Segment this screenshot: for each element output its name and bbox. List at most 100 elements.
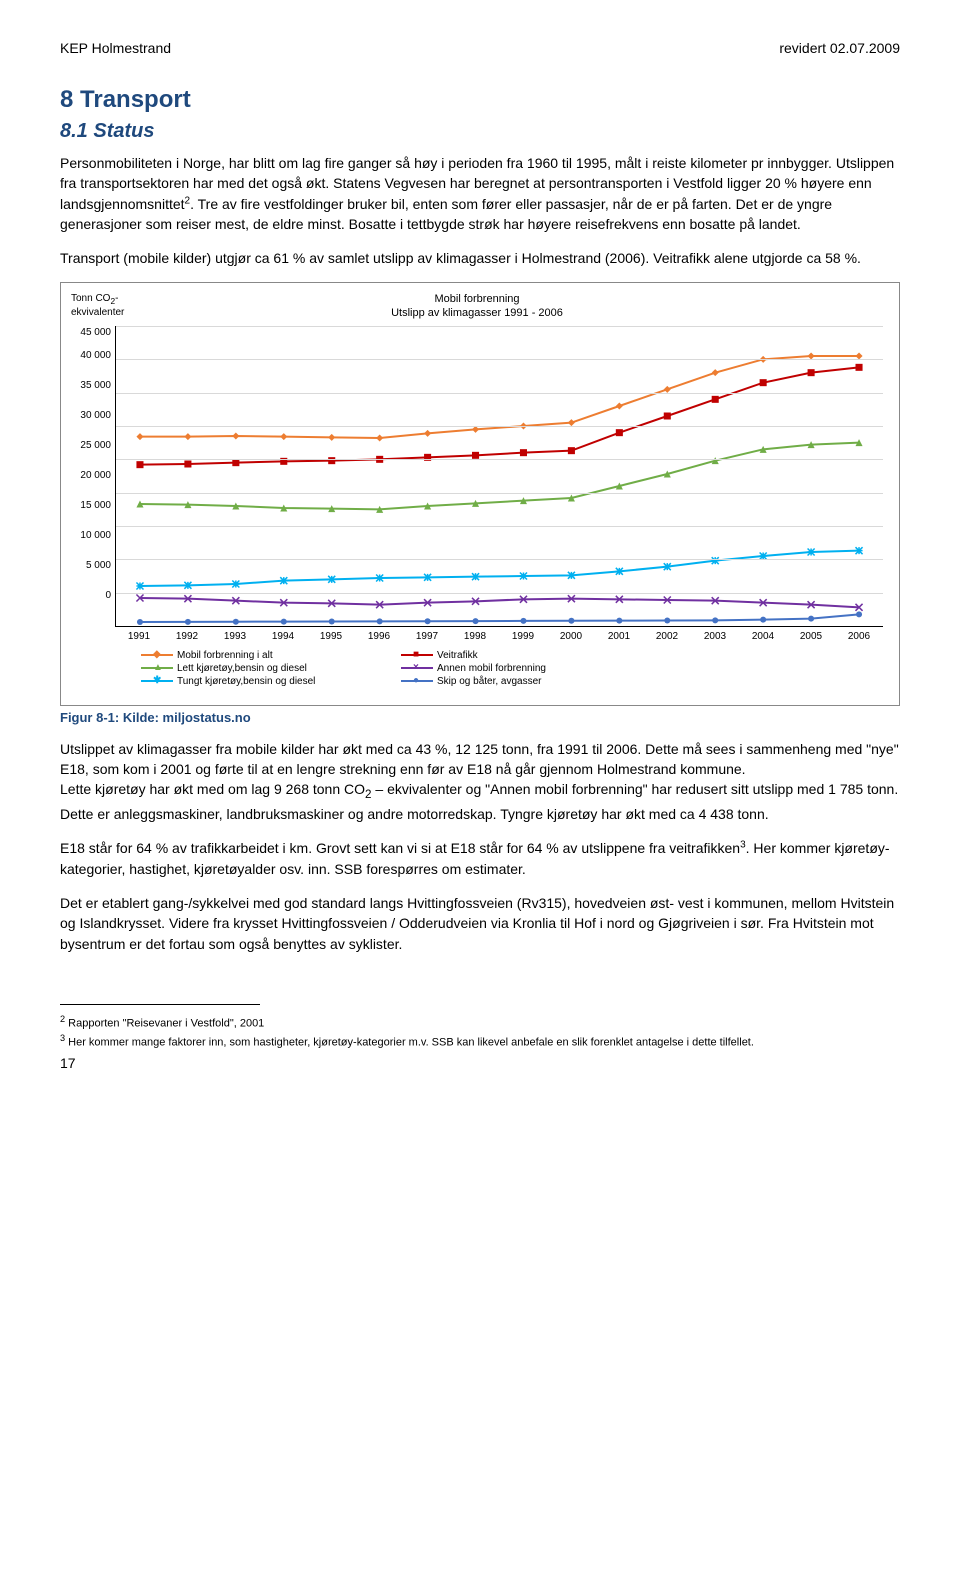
series-marker	[184, 460, 191, 467]
y-tick: 5 000	[71, 551, 115, 581]
legend-marker: ×	[401, 663, 433, 673]
header-left: KEP Holmestrand	[60, 40, 171, 56]
series-marker	[185, 619, 191, 625]
series-marker	[855, 547, 862, 554]
series-marker	[328, 434, 335, 441]
x-tick: 1996	[355, 631, 403, 642]
series-marker	[712, 617, 718, 623]
legend-symbol-icon: ■	[413, 649, 419, 660]
series-marker	[808, 369, 815, 376]
series-marker	[328, 576, 335, 583]
series-marker	[760, 379, 767, 386]
series-marker	[808, 616, 814, 622]
series-marker	[472, 452, 479, 459]
series-marker	[568, 618, 574, 624]
series-marker	[281, 618, 287, 624]
series-marker	[473, 618, 479, 624]
legend-marker: ●	[401, 676, 433, 686]
legend-symbol-icon: ✱	[153, 675, 161, 686]
page-header: KEP Holmestrand revidert 02.07.2009	[60, 40, 900, 56]
series-line	[140, 443, 859, 510]
paragraph-2: Transport (mobile kilder) utgjør ca 61 %…	[60, 248, 900, 268]
page-number: 17	[60, 1055, 900, 1071]
paragraph-1: Personmobiliteten i Norge, har blitt om …	[60, 153, 900, 234]
series-marker	[425, 618, 431, 624]
x-tick: 1992	[163, 631, 211, 642]
y-tick: 35 000	[71, 371, 115, 401]
footnote-2: 2 Rapporten "Reisevaner i Vestfold", 200…	[60, 1013, 900, 1032]
fn2-text: Rapporten "Reisevaner i Vestfold", 2001	[65, 1018, 264, 1030]
x-tick: 1994	[259, 631, 307, 642]
figure-caption: Figur 8-1: Kilde: miljostatus.no	[60, 710, 900, 725]
legend-marker: ■	[401, 650, 433, 660]
y-tick-column: 45 00040 00035 00030 00025 00020 00015 0…	[71, 326, 115, 627]
paragraph-4: E18 står for 64 % av trafikkarbeidet i k…	[60, 838, 900, 879]
y-tick: 40 000	[71, 341, 115, 371]
legend-symbol-icon: ◆	[153, 649, 161, 660]
legend-label: Tungt kjøretøy,bensin og diesel	[177, 676, 315, 687]
grid-line	[116, 393, 883, 394]
series-marker	[136, 461, 143, 468]
x-tick: 2004	[739, 631, 787, 642]
legend-item: ◆ Mobil forbrenning i alt	[141, 650, 361, 661]
section-title: 8 Transport	[60, 86, 900, 114]
series-marker	[136, 582, 143, 589]
series-marker	[520, 618, 526, 624]
series-marker	[855, 364, 862, 371]
series-marker	[376, 434, 383, 441]
legend-marker: ▲	[141, 663, 173, 673]
series-marker	[472, 573, 479, 580]
paragraph-5: Det er etablert gang-/sykkelvei med god …	[60, 893, 900, 954]
x-tick: 1999	[499, 631, 547, 642]
series-marker	[377, 618, 383, 624]
subsection-title: 8.1 Status	[60, 120, 900, 143]
x-tick: 1997	[403, 631, 451, 642]
yaxis-tail: -	[115, 293, 118, 304]
x-tick: 1991	[115, 631, 163, 642]
fn3-text: Her kommer mange faktorer inn, som hasti…	[65, 1037, 754, 1049]
series-line	[140, 551, 859, 586]
para3-text: Utslippet av klimagasser fra mobile kild…	[60, 741, 899, 777]
x-tick: 2001	[595, 631, 643, 642]
legend-marker: ✱	[141, 676, 173, 686]
series-line	[140, 598, 859, 607]
legend-symbol-icon: ●	[413, 675, 419, 686]
grid-line	[116, 359, 883, 360]
chart-legend: ◆Mobil forbrenning i alt■Veitrafikk▲Lett…	[141, 650, 883, 689]
para4-text: E18 står for 64 % av trafikkarbeidet i k…	[60, 840, 740, 856]
chart-title-l2: Utslipp av klimagasser 1991 - 2006	[391, 307, 563, 319]
header-right: revidert 02.07.2009	[779, 40, 900, 56]
series-marker	[520, 572, 527, 579]
yaxis-l2: ekvivalenter	[71, 307, 124, 318]
footnote-separator	[60, 1004, 260, 1005]
series-marker	[664, 412, 671, 419]
legend-marker: ◆	[141, 650, 173, 660]
series-marker	[184, 433, 191, 440]
series-line	[140, 614, 859, 622]
legend-item: ●Skip og båter, avgasser	[401, 676, 621, 687]
series-marker	[329, 618, 335, 624]
document-page: KEP Holmestrand revidert 02.07.2009 8 Tr…	[0, 0, 960, 1111]
chart-svg	[116, 326, 883, 626]
x-tick-row: 1991199219931994199519961997199819992000…	[115, 627, 883, 642]
series-marker	[136, 433, 143, 440]
y-tick: 25 000	[71, 431, 115, 461]
series-marker	[616, 402, 623, 409]
series-marker	[424, 574, 431, 581]
y-tick: 10 000	[71, 521, 115, 551]
paragraph-3: Utslippet av klimagasser fra mobile kild…	[60, 739, 900, 825]
para3b-text: Lette kjøretøy har økt med om lag 9 268 …	[60, 781, 365, 797]
grid-line	[116, 593, 883, 594]
legend-item: ✱ Tungt kjøretøy,bensin og diesel	[141, 676, 361, 687]
legend-label: Veitrafikk	[437, 650, 478, 661]
series-line	[140, 367, 859, 464]
x-tick: 1995	[307, 631, 355, 642]
grid-line	[116, 459, 883, 460]
legend-item: ■ Veitrafikk	[401, 650, 621, 661]
plot-area	[115, 326, 883, 627]
chart-title: Mobil forbrenning Utslipp av klimagasser…	[131, 293, 823, 319]
series-marker	[616, 429, 623, 436]
legend-label: Mobil forbrenning i alt	[177, 650, 273, 661]
chart-title-l1: Mobil forbrenning	[435, 293, 520, 305]
y-tick: 0	[71, 581, 115, 611]
